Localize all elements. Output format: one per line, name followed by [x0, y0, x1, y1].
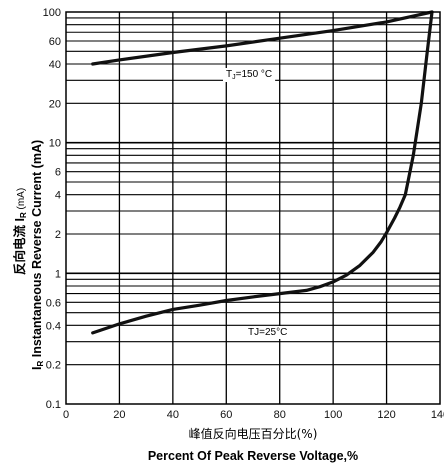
x-tick-label: 0: [63, 409, 69, 421]
annotation-tj25: TJ=25°C: [245, 326, 291, 339]
y-tick-label: 6: [55, 167, 61, 179]
x-axis-label-cn: 峰值反向电压百分比(%): [189, 426, 318, 441]
y-tick-labels: 0.1 0.2 0.4 0.6 1 2 4 6 10 20 40 60 100: [43, 7, 61, 411]
y-tick-label: 1: [55, 268, 61, 280]
x-tick-label: 60: [220, 409, 232, 421]
y-axis-label-en: IR Instantaneous Reverse Current (mA): [30, 140, 45, 370]
y-axis-label-cn-main: 反向电流 I: [12, 218, 27, 275]
y-tick-label: 60: [49, 36, 61, 48]
annotation-tj25-text: TJ=25°C: [248, 327, 287, 338]
x-axis-label-en: Percent Of Peak Reverse Voltage,%: [148, 449, 358, 463]
x-tick-label: 140: [431, 409, 444, 421]
x-tick-labels: 0 20 40 60 80 100 120 140: [63, 409, 444, 421]
y-tick-label: 4: [55, 190, 61, 202]
series-curve-1: [91, 10, 434, 335]
x-tick-label: 80: [274, 409, 286, 421]
y-axis-label-cn: 反向电流 IR (mA): [12, 188, 28, 275]
y-axis-label-cn-unit: (mA): [16, 188, 27, 212]
y-tick-label: 10: [49, 138, 61, 150]
y-tick-label: 2: [55, 229, 61, 241]
x-tick-label: 40: [167, 409, 179, 421]
annotation-tj150-text: TJ=150 °C: [226, 69, 272, 81]
data-series: [91, 10, 434, 335]
series-curve-0: [91, 10, 434, 66]
y-axis-label-en-sub: R: [36, 361, 45, 367]
y-tick-label: 0.1: [46, 399, 61, 411]
y-tick-label: 0.2: [46, 360, 61, 372]
grid-lines: [66, 12, 440, 404]
y-axis-label-en-prefix: I: [30, 367, 44, 370]
annotation-tj150-sub: J: [232, 74, 236, 81]
plot-frame: [65, 11, 441, 405]
x-tick-label: 120: [377, 409, 395, 421]
y-tick-label: 40: [49, 59, 61, 71]
annotation-tj150: TJ=150 °C: [223, 68, 276, 82]
y-axis-label-en-main: Instantaneous Reverse Current (mA): [30, 140, 44, 361]
y-tick-label: 0.6: [46, 297, 61, 309]
annotation-tj150-prefix: T: [226, 69, 232, 80]
y-axis-label: 反向电流 IR (mA) IR Instantaneous Reverse Cu…: [12, 140, 45, 370]
y-axis-label-cn-sub: R: [19, 212, 28, 218]
y-tick-label: 20: [49, 98, 61, 110]
y-tick-label: 100: [43, 7, 61, 19]
annotation-tj150-rest: =150 °C: [236, 69, 273, 80]
x-tick-label: 100: [324, 409, 342, 421]
x-tick-label: 20: [113, 409, 125, 421]
y-tick-label: 0.4: [46, 320, 61, 332]
